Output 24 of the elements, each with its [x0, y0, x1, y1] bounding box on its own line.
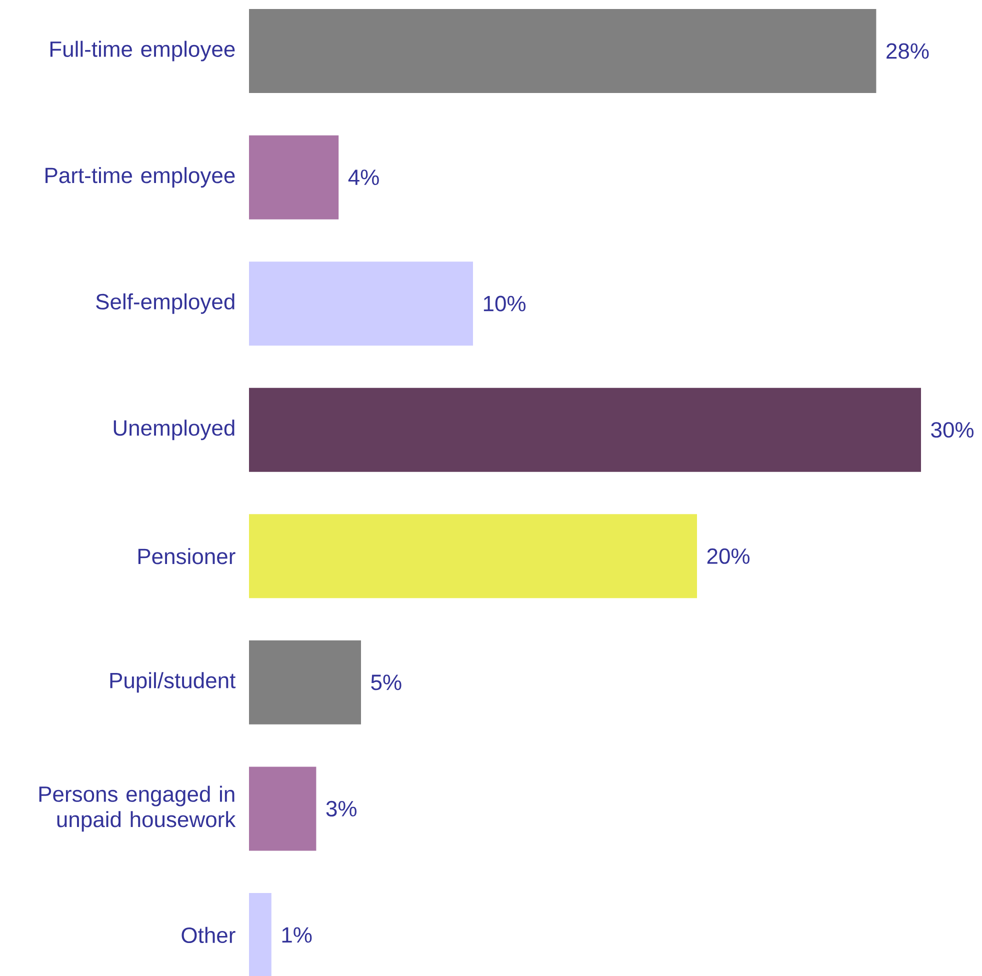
data-label: 3%: [326, 800, 356, 816]
bar: [249, 9, 876, 94]
bar: [249, 766, 316, 851]
bar: [249, 640, 361, 724]
bar: [249, 892, 272, 976]
y-tick-label: Full-time employee: [50, 40, 235, 62]
y-tick-label: Persons engaged in unpaid housework: [39, 786, 236, 832]
data-label: 28%: [886, 43, 929, 59]
data-label: 30%: [931, 422, 974, 438]
bar: [249, 262, 473, 346]
y-tick-label: Pupil/student: [110, 672, 236, 693]
bar: [249, 388, 921, 472]
bar: [249, 135, 339, 220]
y-tick-label: Other: [182, 926, 236, 944]
y-tick-label: Self-employed: [96, 293, 234, 314]
data-label: 1%: [282, 927, 312, 943]
data-label: 4%: [348, 170, 379, 186]
y-tick-label: Part-time employee: [46, 167, 235, 188]
bar: [249, 514, 698, 598]
data-label: 20%: [707, 548, 750, 564]
y-tick-label: Unemployed: [114, 420, 234, 440]
y-tick-label: Pensioner: [138, 548, 236, 564]
data-label: 5%: [371, 674, 402, 690]
data-label: 10%: [484, 296, 526, 312]
